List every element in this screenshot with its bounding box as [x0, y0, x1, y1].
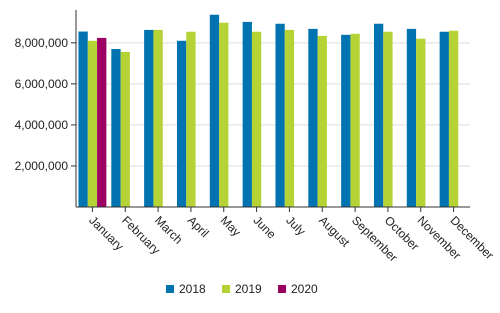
bar [350, 33, 360, 207]
bar [153, 29, 163, 207]
bar [176, 40, 187, 207]
y-tick-label: 4,000,000 [15, 118, 69, 132]
bar [275, 23, 285, 207]
x-tick-label: January [86, 213, 126, 253]
bar [186, 31, 196, 208]
bar [317, 35, 327, 208]
legend-swatch [166, 285, 174, 293]
bar [144, 29, 154, 207]
bar [209, 14, 220, 208]
bar [251, 31, 262, 208]
legend-label: 2020 [291, 282, 318, 296]
x-tick-label: August [316, 213, 353, 250]
legend-swatch [222, 285, 230, 293]
legend-label: 2018 [179, 282, 206, 296]
bar [448, 30, 459, 207]
bar [111, 48, 121, 208]
bar [87, 40, 98, 207]
bar [219, 22, 229, 207]
bar [373, 23, 384, 207]
x-tick-label: May [218, 213, 244, 239]
bar [78, 31, 88, 207]
y-tick-label: 8,000,000 [15, 36, 69, 50]
x-tick-label: July [283, 213, 308, 238]
bar [242, 21, 252, 207]
bar [416, 38, 426, 207]
bar [120, 51, 130, 207]
legend-swatch [278, 285, 286, 293]
bar [97, 37, 107, 208]
bar [383, 31, 393, 208]
bar [284, 29, 295, 207]
bar [308, 28, 318, 207]
bar [439, 31, 449, 208]
legend-label: 2019 [235, 282, 262, 296]
x-tick-label: April [185, 213, 212, 240]
bar [406, 28, 417, 207]
y-tick-label: 6,000,000 [15, 77, 69, 91]
bar [341, 34, 351, 208]
y-tick-label: 2,000,000 [15, 159, 69, 173]
x-tick-label: June [250, 213, 279, 242]
